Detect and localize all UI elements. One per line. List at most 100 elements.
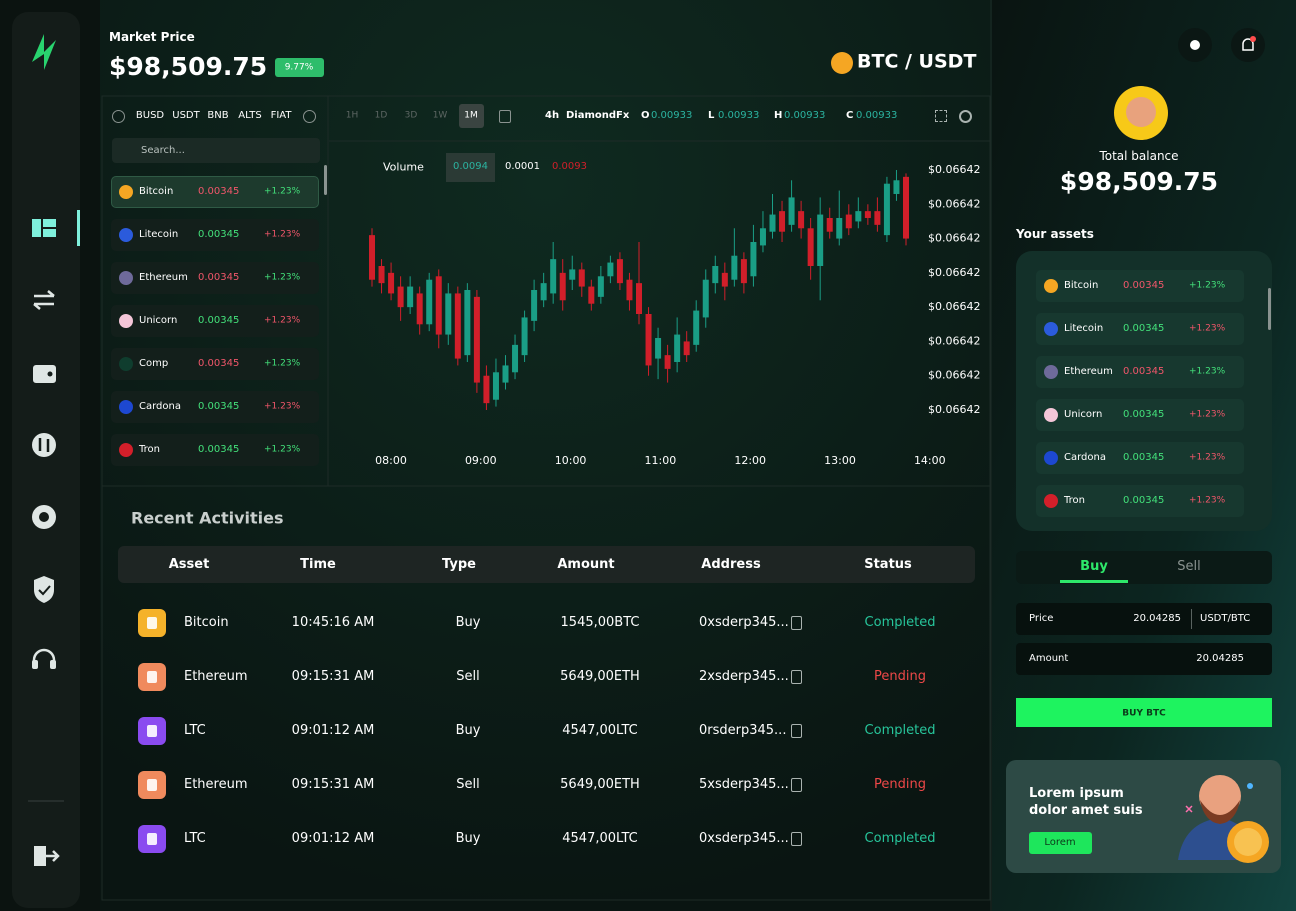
search-box[interactable] (112, 138, 320, 163)
asset-row[interactable] (1036, 270, 1244, 302)
market-tab[interactable]: ALTS (238, 110, 262, 121)
status: Pending (874, 669, 926, 685)
calendar-icon[interactable] (499, 110, 511, 123)
nav-exchange[interactable] (33, 290, 55, 310)
candle-body (445, 293, 452, 335)
copy-icon[interactable] (791, 724, 802, 738)
notification-button[interactable] (1231, 28, 1265, 62)
coin-icon (119, 271, 133, 285)
market-row[interactable] (111, 348, 319, 380)
settings-icon[interactable] (959, 110, 972, 123)
address: 0xsderp345... (699, 831, 789, 847)
time: 09:15:31 AM (291, 669, 375, 685)
nav-arrow[interactable] (112, 110, 125, 123)
candle-body (883, 183, 890, 236)
field-amount[interactable] (1016, 643, 1272, 675)
asset-row[interactable] (1036, 485, 1244, 517)
market-row[interactable] (111, 434, 319, 466)
bell-icon (1242, 38, 1254, 51)
candle-body (655, 338, 662, 359)
nav-support[interactable] (32, 648, 56, 669)
candle-body (540, 283, 547, 301)
market-tab[interactable]: BNB (207, 110, 229, 121)
timeframe[interactable]: 1W (432, 110, 448, 121)
header-label: Market Price (109, 29, 195, 44)
market-change: +1.23% (264, 186, 301, 197)
fullscreen-icon[interactable] (935, 110, 947, 122)
market-tab[interactable]: BUSD (135, 110, 165, 121)
market-name: Unicorn (139, 315, 178, 326)
nav-logout[interactable] (34, 846, 60, 866)
sell-tab[interactable]: Sell (1177, 559, 1201, 575)
asset-row[interactable] (1036, 442, 1244, 474)
candle-body (864, 211, 871, 218)
amount: 4547,00LTC (562, 831, 638, 847)
buy-tab[interactable]: Buy (1080, 559, 1108, 575)
notification-dot (1250, 36, 1256, 42)
timeframe[interactable]: 1H (345, 110, 359, 121)
x-tick-label: 12:00 (734, 454, 766, 467)
market-row[interactable] (111, 219, 319, 251)
nav-settings[interactable] (32, 505, 56, 529)
market-row[interactable] (111, 391, 319, 423)
candle-body (903, 176, 909, 239)
asset-price: 0.00345 (1123, 452, 1165, 463)
candle-body (636, 283, 642, 315)
asset-glyph (147, 779, 157, 791)
asset-row[interactable] (1036, 356, 1244, 388)
market-row[interactable] (111, 176, 319, 208)
asset-row[interactable] (1036, 313, 1244, 345)
copy-icon[interactable] (791, 832, 802, 846)
nav-arrow[interactable] (303, 110, 316, 123)
candle-body (855, 211, 862, 222)
buy-button[interactable] (1016, 698, 1272, 727)
balance-value: $98,509.75 (1059, 167, 1219, 196)
copy-icon[interactable] (791, 778, 802, 792)
promo-button[interactable] (1029, 832, 1092, 854)
nav-security[interactable] (34, 576, 54, 603)
asset-change: +1.23% (1189, 280, 1226, 291)
timeframe[interactable]: 1D (374, 110, 388, 121)
candle-body (550, 259, 557, 294)
time: 09:01:12 AM (291, 723, 375, 739)
candle-body (826, 217, 833, 232)
ohlc-label: L (708, 110, 715, 121)
candle-body (378, 265, 385, 284)
status: Pending (874, 777, 926, 793)
asset-glyph (147, 671, 157, 683)
candle-body (836, 217, 843, 239)
y-tick-label: $0.06642 (928, 163, 981, 176)
asset-price: 0.00345 (1123, 495, 1165, 506)
nav-transfer[interactable] (32, 433, 56, 457)
market-row[interactable] (111, 262, 319, 294)
candle-body (388, 272, 395, 294)
candle-body (512, 344, 519, 373)
price-field[interactable] (1016, 603, 1272, 635)
market-tab[interactable]: FIAT (270, 110, 292, 121)
address: 0xsderp345... (699, 615, 789, 631)
candle-body (588, 286, 595, 304)
market-row[interactable] (111, 305, 319, 337)
copy-icon[interactable] (791, 670, 802, 684)
coin-icon (119, 443, 133, 457)
amount: 5649,00ETH (560, 669, 640, 685)
asset-change: +1.23% (1189, 409, 1226, 420)
market-tab[interactable]: USDT (172, 110, 200, 121)
copy-icon[interactable] (791, 616, 802, 630)
asset-row[interactable] (1036, 399, 1244, 431)
timeframe[interactable]: 1M (464, 110, 478, 121)
market-change: +1.23% (264, 315, 301, 326)
market-price: 0.00345 (198, 358, 240, 369)
nav-dashboard[interactable] (32, 219, 56, 237)
candle-body (492, 372, 499, 400)
section-title: Your assets (1016, 226, 1094, 241)
timeframe[interactable]: 3D (404, 110, 418, 121)
candle-body (397, 286, 404, 308)
pair-select[interactable]: USDT/BTC (1200, 613, 1251, 624)
asset-price: 0.00345 (1123, 409, 1165, 420)
column-header: Status (864, 557, 912, 573)
candle-body (645, 314, 652, 366)
avatar-face (1126, 97, 1156, 127)
nav-wallet[interactable] (33, 365, 56, 383)
